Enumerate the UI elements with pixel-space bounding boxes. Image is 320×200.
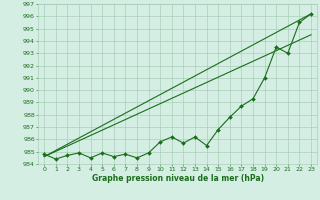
X-axis label: Graphe pression niveau de la mer (hPa): Graphe pression niveau de la mer (hPa) — [92, 174, 264, 183]
